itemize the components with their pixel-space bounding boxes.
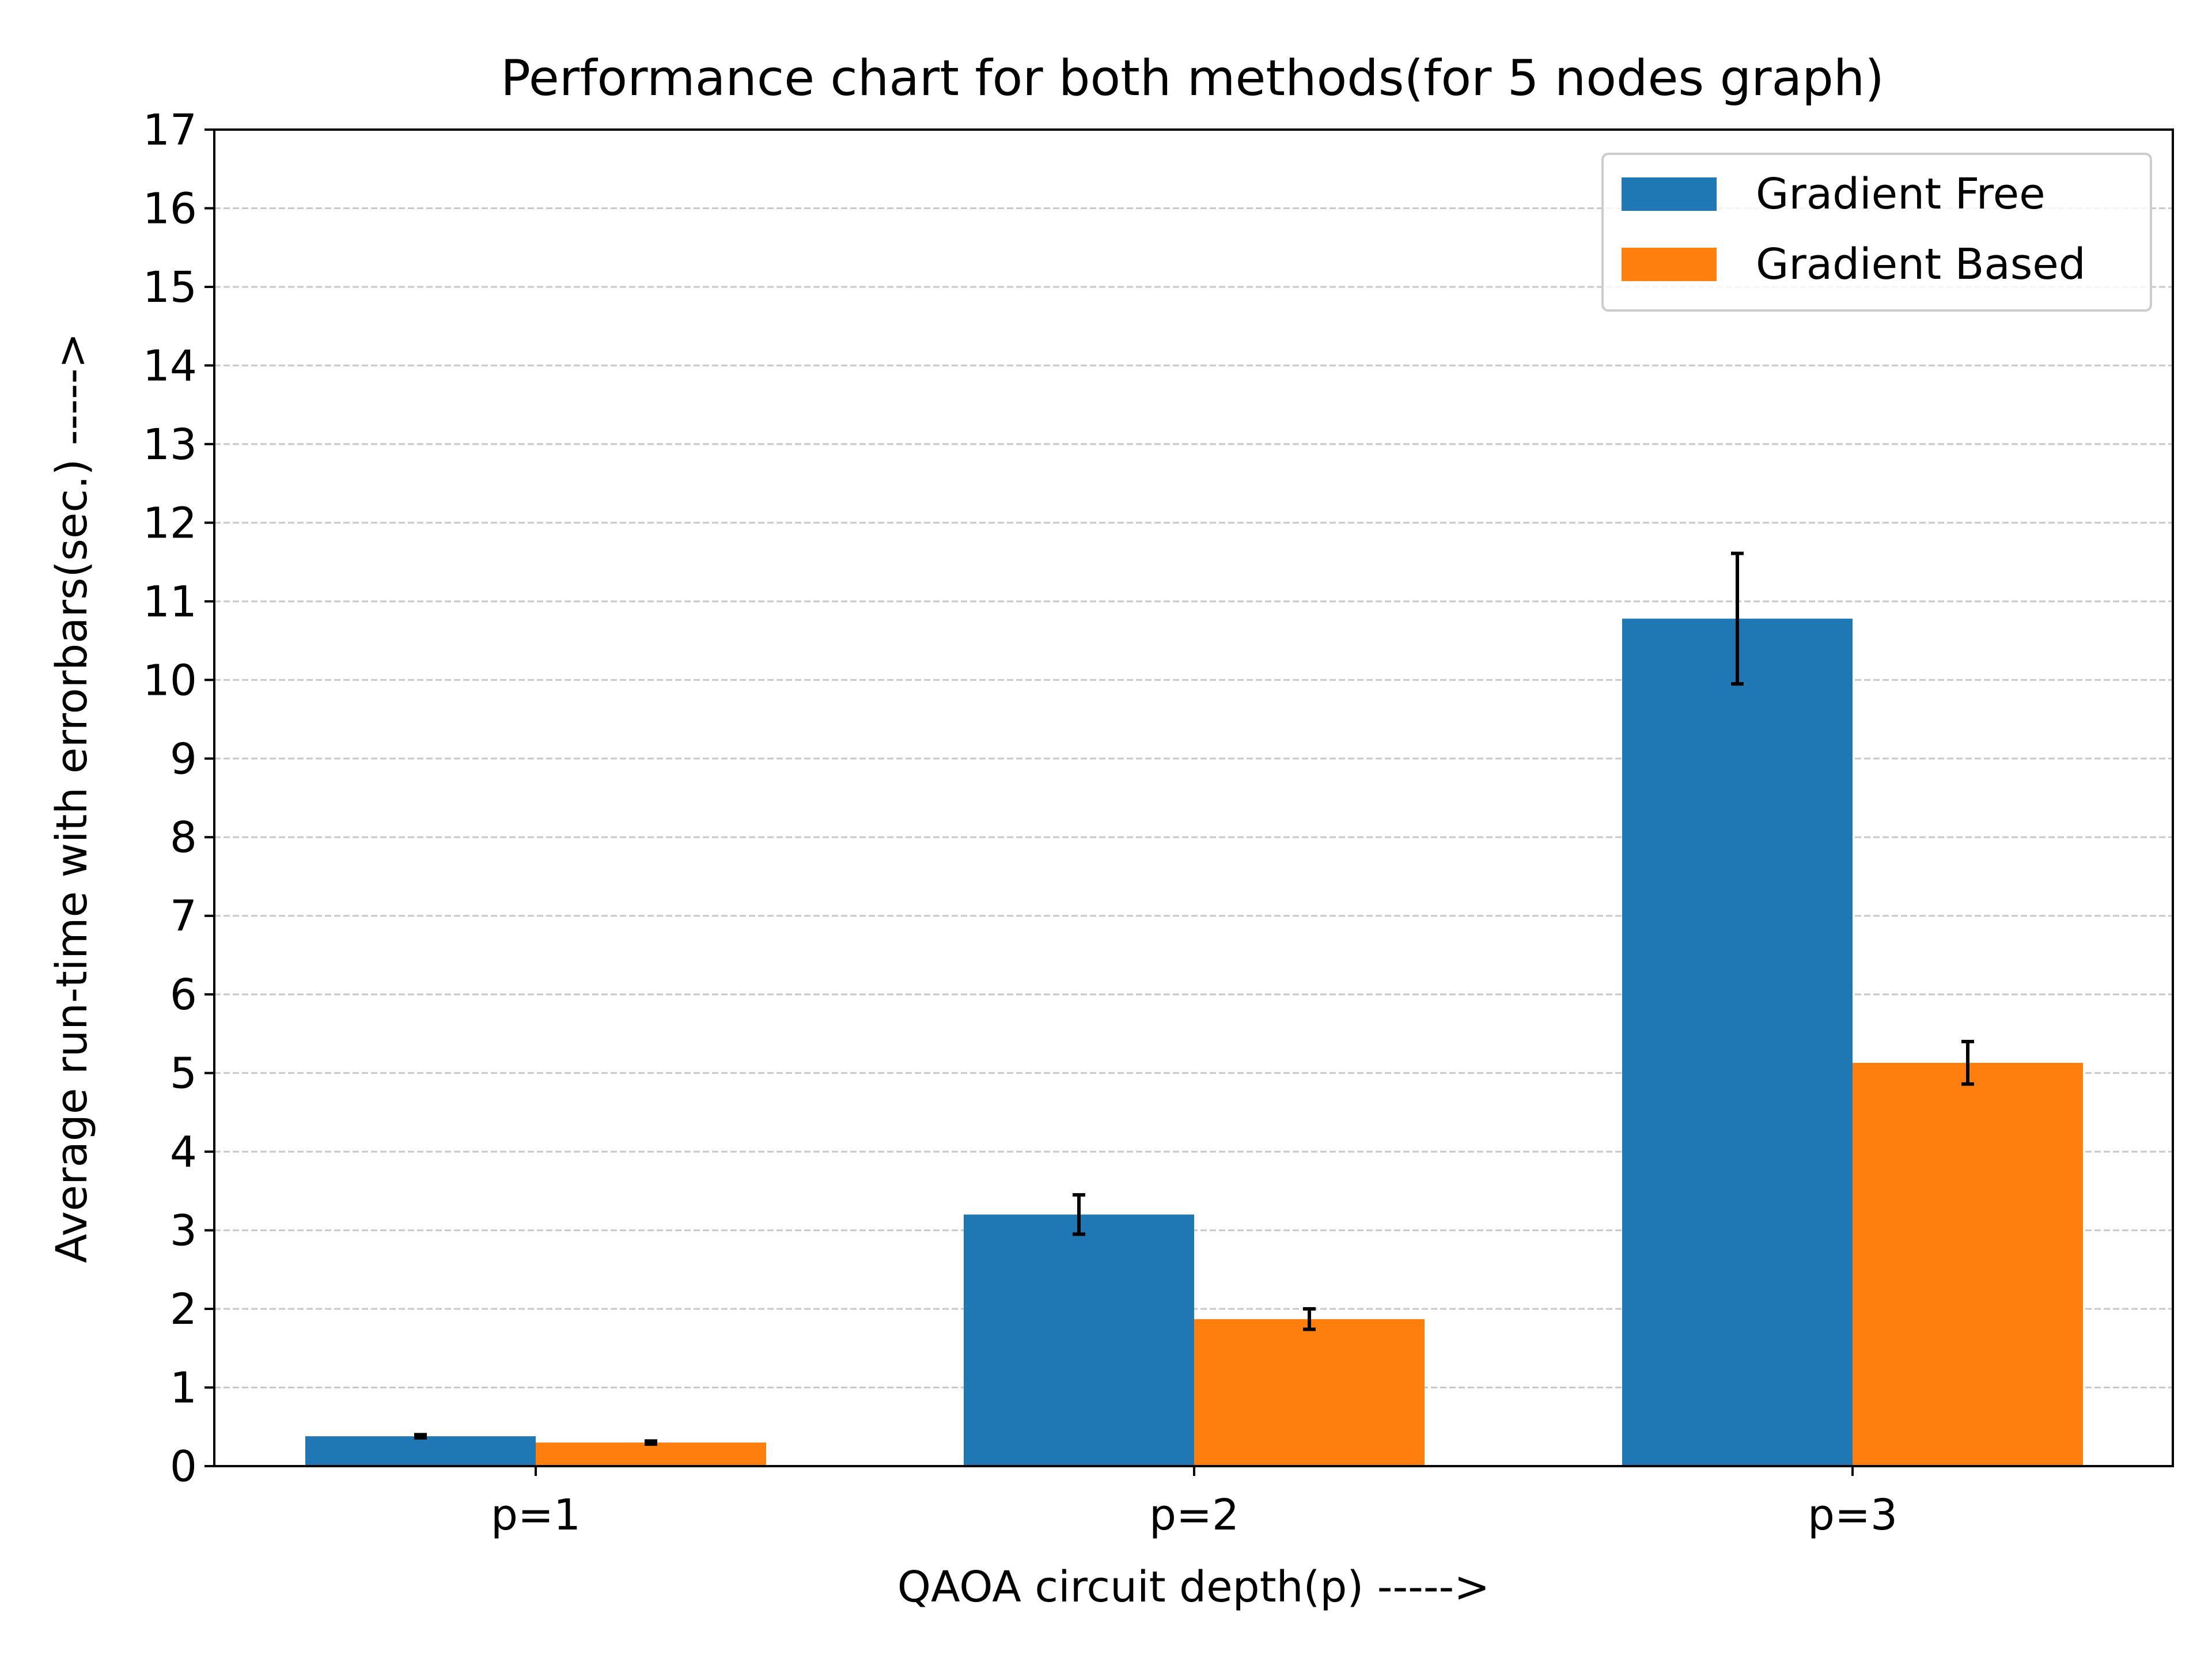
y-tick-label: 14 — [143, 341, 197, 391]
legend-label-gradient-free: Gradient Free — [1756, 169, 2046, 219]
y-axis-label: Average run-time with errorbars(sec.) --… — [47, 332, 97, 1263]
y-tick-label: 12 — [143, 498, 197, 548]
y-tick-label: 13 — [143, 420, 197, 470]
y-tick-label: 4 — [170, 1127, 197, 1177]
x-axis-label: QAOA circuit depth(p) -----> — [897, 1562, 1490, 1612]
y-tick-label: 5 — [170, 1049, 197, 1099]
y-tick-label: 8 — [170, 813, 197, 862]
legend-swatch-gradient-based — [1622, 248, 1717, 281]
x-tick-label: p=1 — [491, 1490, 581, 1540]
x-tick-label: p=3 — [1808, 1490, 1897, 1540]
bar-gradient-based-p-3 — [1853, 1062, 2083, 1466]
y-tick-label: 3 — [170, 1206, 197, 1256]
legend-box — [1601, 153, 2152, 312]
bar-gradient-free-p-2 — [964, 1214, 1194, 1466]
bar-gradient-based-p-1 — [536, 1443, 766, 1466]
y-tick-label: 0 — [170, 1442, 197, 1491]
y-tick-label: 11 — [143, 577, 197, 627]
y-tick-label: 16 — [143, 184, 197, 233]
legend: Gradient Free Gradient Based — [1601, 153, 2152, 312]
legend-swatch-gradient-free — [1622, 177, 1717, 211]
bar-gradient-based-p-2 — [1194, 1319, 1425, 1466]
bar-gradient-free-p-1 — [305, 1436, 536, 1466]
chart-title: Performance chart for both methods(for 5… — [501, 50, 1884, 107]
y-tick-label: 7 — [170, 892, 197, 941]
x-tick-label: p=2 — [1149, 1490, 1239, 1540]
y-tick-label: 6 — [170, 970, 197, 1020]
y-tick-label: 15 — [143, 263, 197, 312]
bar-gradient-free-p-3 — [1622, 618, 1853, 1466]
error-bars — [414, 551, 1974, 1446]
legend-label-gradient-based: Gradient Based — [1756, 240, 2086, 289]
y-tick-label: 9 — [170, 735, 197, 784]
bars — [305, 618, 2083, 1466]
y-tick-label: 17 — [143, 105, 197, 155]
x-axis: p=1 p=2 p=3 — [491, 1466, 1897, 1540]
y-tick-label: 10 — [143, 656, 197, 705]
y-tick-label: 2 — [170, 1285, 197, 1334]
y-tick-label: 1 — [170, 1364, 197, 1413]
